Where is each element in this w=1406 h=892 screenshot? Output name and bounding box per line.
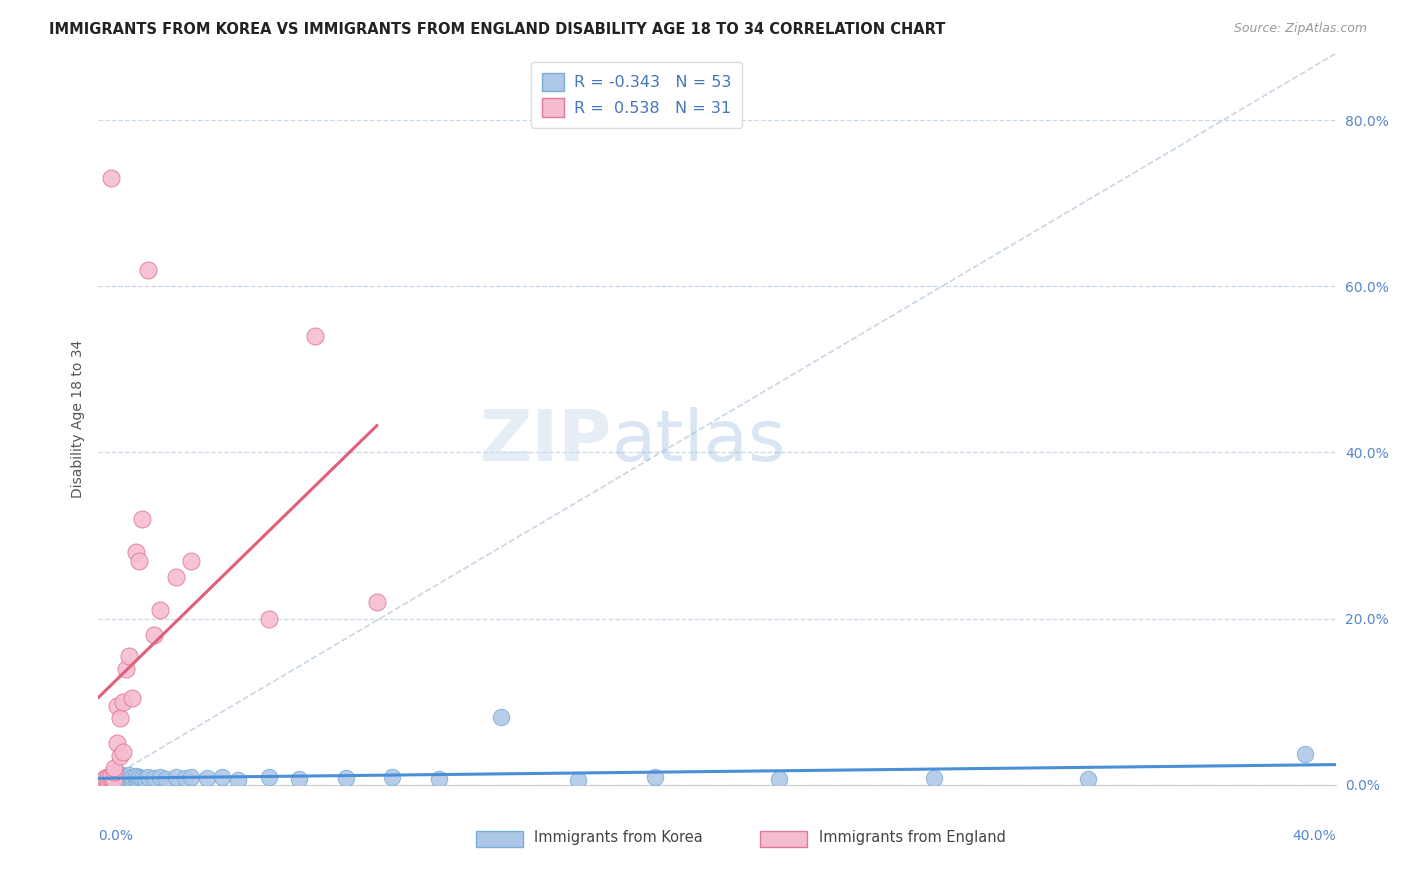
Point [257,612,280,626]
Point [149,770,172,784]
Point [134,772,156,786]
Point [93,772,115,786]
Point [165,771,187,785]
Point [103,771,125,785]
Text: atlas: atlas [612,407,786,475]
Point [174,772,197,786]
Point [103,767,125,781]
Text: IMMIGRANTS FROM KOREA VS IMMIGRANTS FROM ENGLAND DISABILITY AGE 18 TO 34 CORRELA: IMMIGRANTS FROM KOREA VS IMMIGRANTS FROM… [49,22,946,37]
Point [97,770,120,784]
Point [567,772,589,787]
Point [427,772,450,786]
Point [1294,747,1316,762]
Point [112,769,135,783]
Text: Immigrants from England: Immigrants from England [818,830,1005,845]
Point [121,690,143,705]
Point [149,603,172,617]
Point [108,711,131,725]
Point [115,772,138,787]
Point [97,770,120,784]
Legend: R = -0.343   N = 53, R =  0.538   N = 31: R = -0.343 N = 53, R = 0.538 N = 31 [531,62,742,128]
Point [121,770,143,784]
Point [489,710,512,724]
Point [103,761,125,775]
Point [97,772,120,786]
Point [103,772,125,787]
Point [288,772,311,786]
Text: Source: ZipAtlas.com: Source: ZipAtlas.com [1233,22,1367,36]
Point [100,772,122,786]
Point [143,772,166,786]
Point [165,570,187,584]
Point [105,698,128,713]
Text: Immigrants from Korea: Immigrants from Korea [534,830,703,845]
Point [97,774,120,789]
Point [131,772,153,786]
Point [128,553,150,567]
Bar [475,831,523,847]
Point [93,772,115,786]
Point [118,772,141,786]
Point [226,772,249,787]
Point [115,770,138,784]
Text: 0.0%: 0.0% [98,829,134,843]
Point [100,768,122,782]
Point [136,262,159,277]
Point [108,767,131,781]
Point [143,628,166,642]
Point [118,768,141,782]
Point [112,772,135,786]
Point [124,769,146,783]
Point [922,772,945,786]
Point [103,765,125,780]
Point [100,171,122,186]
Text: 40.0%: 40.0% [1292,829,1336,843]
Point [112,745,135,759]
Point [644,771,666,785]
Point [257,771,280,785]
Point [211,770,233,784]
Point [108,772,131,787]
Point [124,545,146,559]
Point [115,662,138,676]
Point [108,748,131,763]
Point [335,772,357,786]
Point [108,771,131,785]
Point [180,553,202,567]
Point [124,772,146,786]
Point [1077,772,1099,786]
Bar [761,831,807,847]
Point [195,772,218,786]
Point [121,772,143,787]
Point [131,512,153,526]
Point [100,768,122,782]
Point [93,773,115,788]
Point [112,695,135,709]
Point [128,771,150,785]
Point [304,329,326,343]
Point [97,773,120,788]
Point [105,773,128,788]
Point [366,595,388,609]
Point [90,775,112,789]
Text: ZIP: ZIP [479,407,612,475]
Point [90,775,112,789]
Point [93,773,115,788]
Point [768,772,790,786]
Point [155,772,177,786]
Point [100,773,122,788]
Point [180,771,202,785]
Point [118,649,141,664]
Y-axis label: Disability Age 18 to 34: Disability Age 18 to 34 [70,340,84,499]
Point [103,772,125,787]
Point [136,771,159,785]
Point [381,771,404,785]
Point [100,772,122,786]
Point [105,736,128,750]
Point [105,770,128,784]
Point [128,773,150,788]
